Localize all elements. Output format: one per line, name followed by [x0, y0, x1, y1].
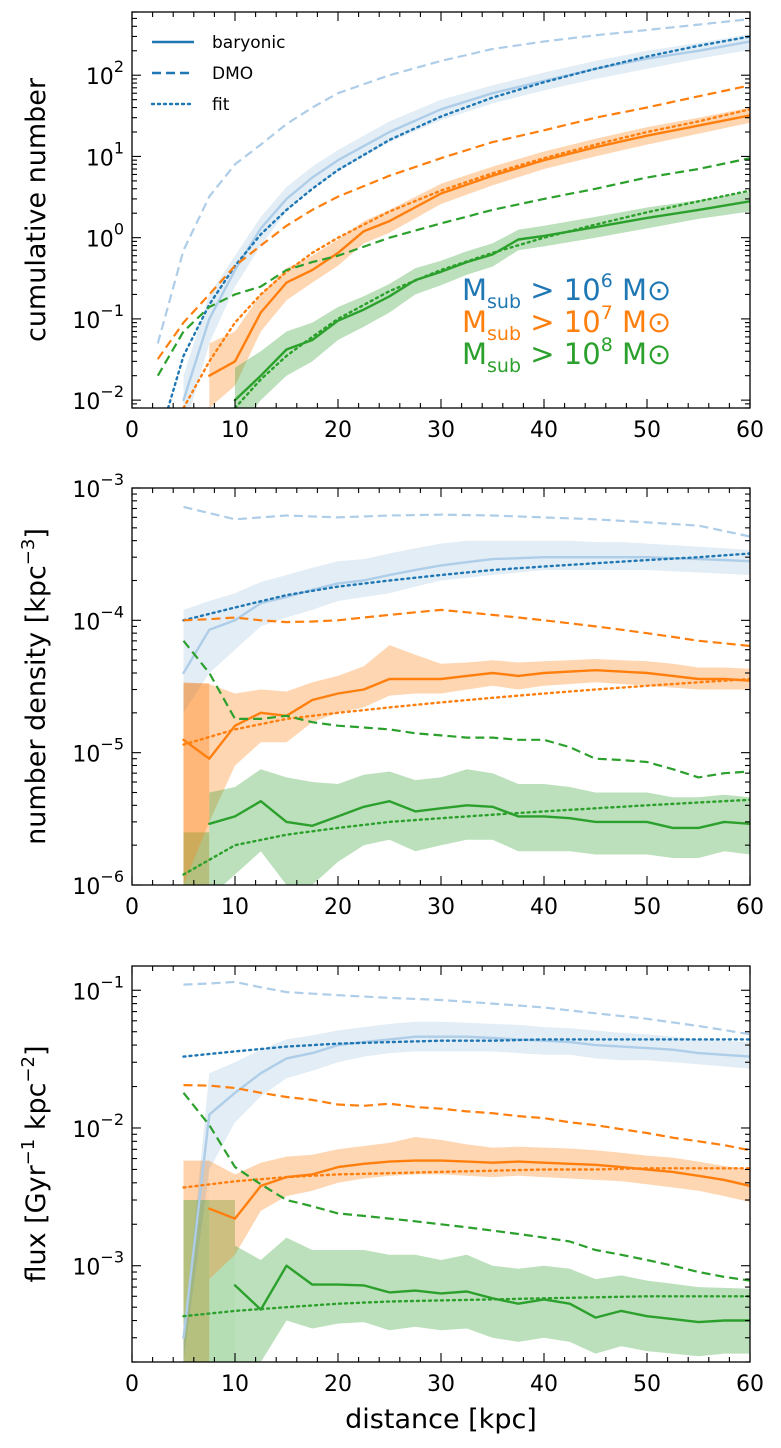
- legend: baryonic DMO fit: [150, 33, 286, 115]
- series-fit-1e8: [182, 798, 750, 876]
- x-tick-label: 50: [633, 895, 661, 920]
- mass-threshold-annotations: Msub > 106 M⊙Msub > 107 M⊙Msub > 108 M⊙: [462, 270, 671, 377]
- plot-area: [182, 505, 750, 885]
- band-1e7: [183, 645, 750, 885]
- x-axis-label: distance [kpc]: [345, 1404, 537, 1435]
- x-tick-label: 30: [427, 418, 455, 443]
- x-tick-label: 60: [736, 418, 764, 443]
- orange-low-bin-band: [183, 683, 210, 885]
- plot-area: [156, 18, 750, 408]
- y-tick-label: 100: [86, 220, 124, 253]
- y-tick-label: 10−4: [72, 602, 124, 635]
- x-tick-label: 0: [125, 418, 139, 443]
- legend-label: fit: [212, 95, 230, 115]
- y-tick-label: 102: [86, 57, 124, 90]
- x-tick-label: 50: [633, 1372, 661, 1397]
- series-baryonic-1e6: [182, 556, 750, 675]
- y-axis-label: number density [kpc−3]: [18, 528, 52, 845]
- green-low-bin-band: [183, 832, 210, 885]
- x-tick-label: 60: [736, 895, 764, 920]
- series-dmo-1e7: [183, 1084, 750, 1152]
- y-tick-label: 10−2: [72, 1110, 124, 1143]
- series-fit-1e8: [233, 189, 750, 408]
- y-axis-label: flux [Gyr−1 kpc−2]: [18, 1045, 52, 1282]
- series-baryonic-1e6: [182, 40, 750, 402]
- x-tick-label: 60: [736, 1372, 764, 1397]
- series-fit-1e6: [166, 35, 750, 408]
- x-tick-label: 20: [324, 418, 352, 443]
- series-baryonic-1e8: [208, 800, 750, 830]
- x-tick-label: 0: [125, 895, 139, 920]
- band-1e8: [235, 1237, 750, 1362]
- x-tick-label: 40: [530, 1372, 558, 1397]
- x-tick-label: 10: [221, 418, 249, 443]
- band-1e6: [183, 540, 750, 713]
- y-tick-label: 10−5: [72, 735, 124, 768]
- x-tick-label: 30: [427, 1372, 455, 1397]
- series-fit-1e7: [182, 677, 750, 746]
- series-baryonic-1e8: [233, 1264, 750, 1324]
- y-tick-label: 10−1: [72, 301, 124, 334]
- band-1e8: [235, 191, 750, 408]
- y-tick-label: 10−1: [72, 972, 124, 1005]
- series-baryonic-1e7: [208, 114, 750, 377]
- x-tick-label: 10: [221, 1372, 249, 1397]
- mass-threshold-label: Msub > 108 M⊙: [462, 334, 671, 377]
- series-dmo-1e8: [182, 640, 750, 779]
- y-tick-label: 101: [86, 138, 124, 171]
- series-fit-1e8: [182, 1295, 750, 1318]
- series-fit-1e7: [182, 1167, 750, 1189]
- panel-middle: 0 10 20 30 40 50 60 10−6 10−5 10−4 10−3 number dens…: [18, 470, 764, 920]
- mass-threshold-label: Msub > 107 M⊙: [462, 302, 671, 345]
- plot-area: [182, 980, 750, 1362]
- x-tick-label: 50: [633, 418, 661, 443]
- band-1e8: [209, 769, 750, 885]
- band-1e6: [183, 1021, 750, 1362]
- series-dmo-1e7: [156, 84, 750, 360]
- series-dmo-1e7: [183, 608, 750, 648]
- series-dmo-1e6: [156, 18, 750, 344]
- x-tick-label: 20: [324, 895, 352, 920]
- x-tick-label: 10: [221, 895, 249, 920]
- x-tick-label: 0: [125, 1372, 139, 1397]
- band-1e6: [183, 34, 750, 408]
- panel-top: 0 10 20 30 40 50 60 10−2 10−1 100 101 102 cumulative…: [21, 11, 764, 443]
- y-tick-label: 10−2: [72, 382, 124, 415]
- green-low-bin-band: [183, 1200, 235, 1362]
- x-tick-label: 40: [530, 418, 558, 443]
- series-fit-1e6: [182, 552, 750, 622]
- series-fit-1e6: [182, 1038, 750, 1058]
- series-dmo-1e8: [156, 157, 750, 377]
- x-tick-label: 30: [427, 895, 455, 920]
- x-tick-label: 40: [530, 895, 558, 920]
- panel-bottom: 0 10 20 30 40 50 60 10−3 10−2 10−1 flux [Gyr−1 kpc…: [18, 965, 764, 1435]
- band-1e7: [209, 107, 750, 408]
- legend-label: baryonic: [212, 33, 286, 53]
- y-axis-label: cumulative number: [21, 77, 52, 342]
- legend-label: DMO: [212, 64, 253, 84]
- series-dmo-1e8: [182, 1092, 750, 1282]
- x-tick-label: 20: [324, 1372, 352, 1397]
- y-tick-label: 10−3: [72, 470, 124, 503]
- y-tick-label: 10−3: [72, 1248, 124, 1281]
- series-baryonic-1e8: [233, 200, 750, 402]
- band-1e7: [209, 1137, 750, 1280]
- series-baryonic-1e7: [182, 669, 750, 760]
- series-baryonic-1e6: [182, 1035, 750, 1339]
- mass-threshold-label: Msub > 106 M⊙: [462, 270, 671, 313]
- orange-low-bin-band: [183, 1160, 210, 1362]
- series-dmo-1e6: [183, 505, 750, 538]
- y-tick-label: 10−6: [72, 867, 124, 900]
